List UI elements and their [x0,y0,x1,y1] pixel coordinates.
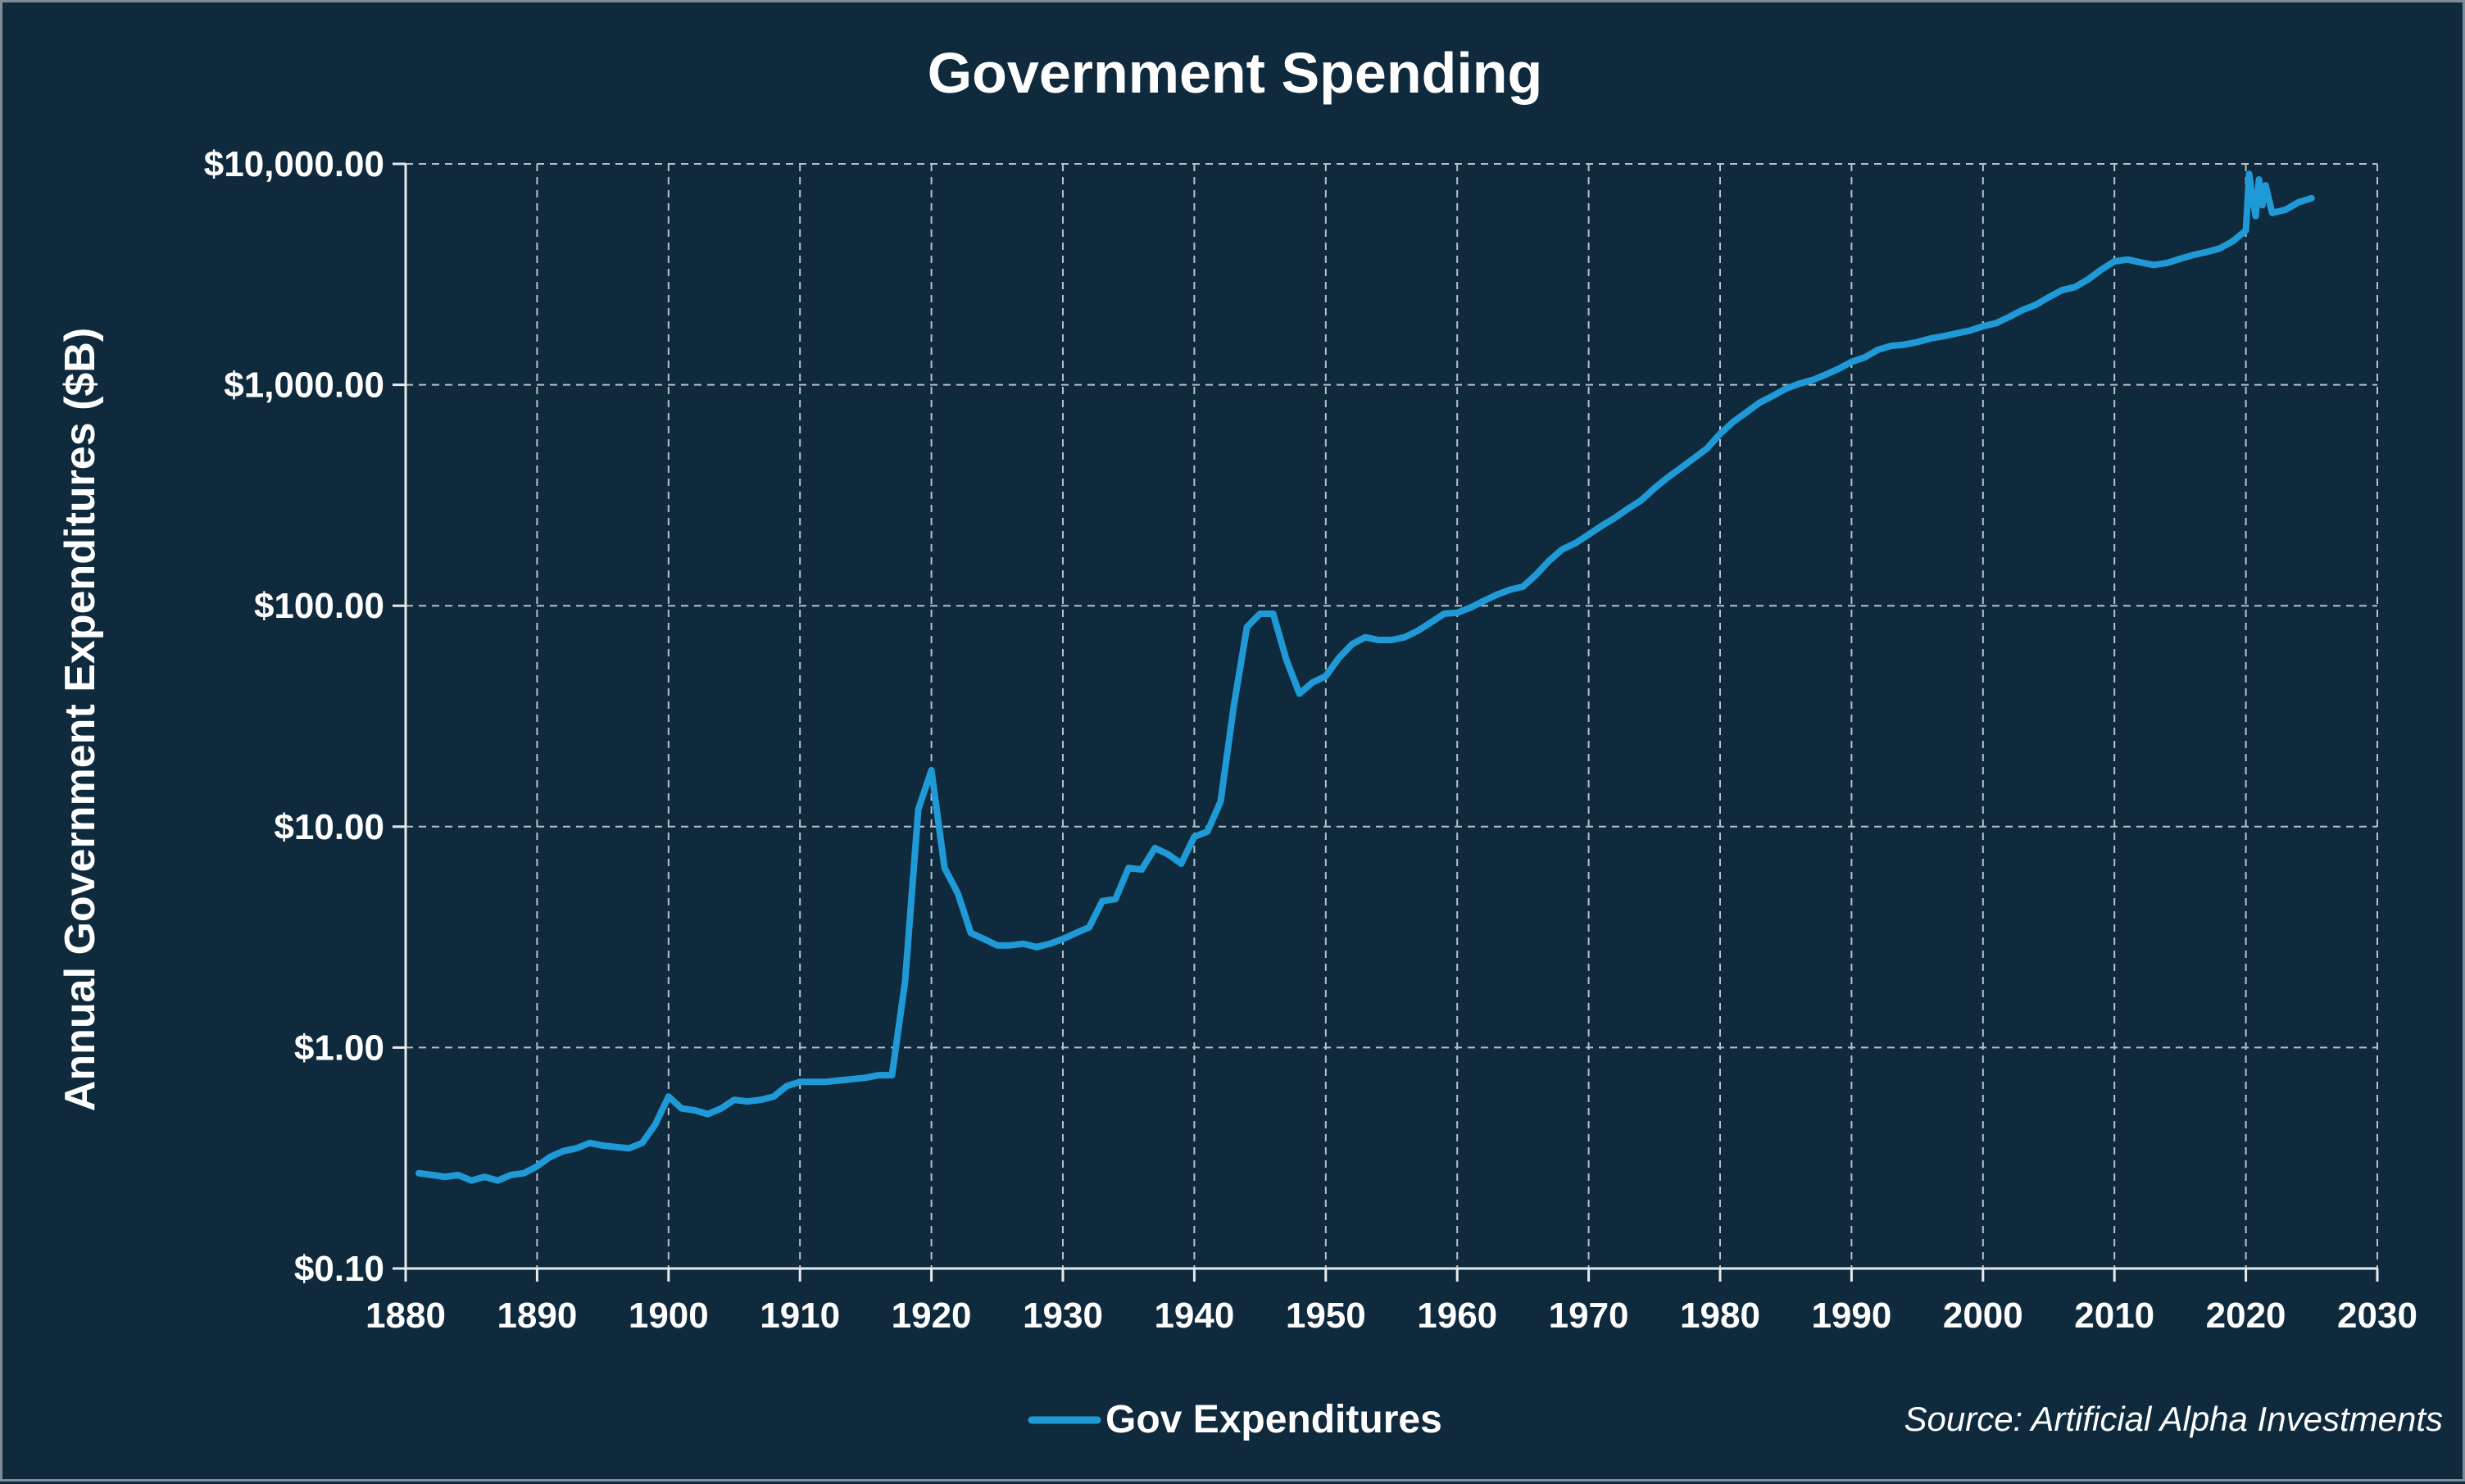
x-tick-labels: 1880 1890 1900 1910 1920 1930 1940 1950 1960 1970… [365,1296,2417,1336]
x-tick-label: 1910 [760,1296,840,1336]
x-tick-label: 2000 [1943,1296,2023,1336]
x-tick-label: 1980 [1680,1296,1760,1336]
x-tick-label: 1960 [1417,1296,1497,1336]
grid-lines [406,163,2378,1268]
source-note: Source: Artificial Alpha Investments [1904,1400,2443,1438]
y-tick-label: $100.00 [254,586,384,626]
x-tick-label: 1900 [629,1296,709,1336]
x-tick-label: 1930 [1023,1296,1103,1336]
legend-label-gov-expenditures: Gov Expenditures [1105,1398,1442,1441]
y-axis-label: Annual Government Expenditures ($B) [57,328,104,1111]
y-tick-label: $1,000.00 [224,365,384,406]
x-tick-label: 1970 [1549,1296,1629,1336]
legend: Gov Expenditures [1028,1398,1442,1441]
axes [393,162,2379,1282]
x-tick-label: 2010 [2074,1296,2154,1336]
series-lines [415,170,2315,1184]
chart-title: Government Spending [928,41,1543,105]
x-tick-label: 1890 [497,1296,577,1336]
x-tick-label: 1920 [892,1296,972,1336]
x-tick-label: 1990 [1811,1296,1891,1336]
x-tick-label: 1950 [1286,1296,1366,1336]
x-tick-label: 1940 [1154,1296,1234,1336]
y-tick-labels: $0.10 $1.00 $10.00 $100.00 $1,000.00 $10,000.… [204,144,384,1289]
y-tick-label: $10,000.00 [204,144,384,184]
series-line-gov-expenditures [415,170,2315,1184]
x-tick-label: 2020 [2206,1296,2286,1336]
y-tick-label: $1.00 [294,1028,384,1068]
y-tick-label: $0.10 [294,1249,384,1289]
y-tick-label: $10.00 [274,807,384,847]
x-tick-label: 1880 [365,1296,446,1336]
x-tick-label: 2030 [2337,1296,2417,1336]
